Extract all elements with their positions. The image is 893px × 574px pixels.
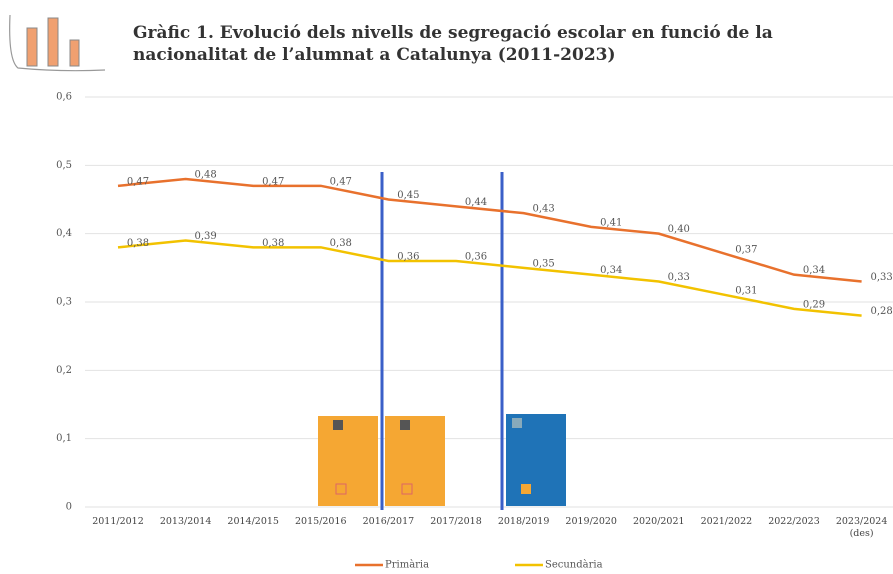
data-label: 0,41 (600, 217, 622, 228)
x-tick-label: 2019/2020 (565, 516, 617, 527)
report-covers (318, 414, 566, 506)
chart-title: Gràfic 1. Evolució dels nivells de segre… (133, 23, 773, 65)
data-label: 0,44 (465, 197, 487, 208)
data-label: 0,47 (127, 176, 149, 187)
x-tick-label: 2014/2015 (227, 516, 279, 527)
x-tick-label: 2016/2017 (362, 516, 415, 527)
data-label: 0,43 (532, 204, 554, 215)
data-label: 0,45 (397, 190, 419, 201)
data-label: 0,40 (668, 224, 690, 235)
data-label: 0,37 (735, 245, 757, 256)
series-line (117, 177, 862, 283)
series-line (117, 239, 862, 317)
y-tick-label: 0,3 (56, 297, 72, 308)
data-label: 0,39 (194, 231, 216, 242)
x-tick-label: 2023/2024 (des) (835, 516, 888, 539)
data-label: 0,34 (803, 265, 825, 276)
legend-label: Primària (385, 560, 429, 571)
x-tick-label: 2022/2023 (768, 516, 820, 527)
x-tick-label: 2020/2021 (633, 516, 685, 527)
x-tick-label: 2011/2012 (92, 516, 144, 527)
data-label: 0,38 (262, 238, 284, 249)
y-tick-label: 0,2 (56, 365, 72, 376)
x-tick-label: 2018/2019 (497, 516, 550, 527)
data-label: 0,31 (735, 286, 757, 297)
logo-icon (9, 14, 106, 72)
y-tick-label: 0,5 (56, 160, 72, 171)
x-tick-label: 2021/2022 (700, 516, 753, 527)
x-tick-label: 2017/2018 (430, 516, 482, 527)
data-label: 0,38 (330, 238, 352, 249)
y-tick-label: 0,1 (56, 433, 72, 444)
data-label: 0,35 (532, 258, 554, 269)
data-label: 0,48 (194, 170, 216, 181)
data-label: 0,34 (600, 265, 622, 276)
data-label: 0,33 (668, 272, 690, 283)
x-tick-label: 2015/2016 (295, 516, 347, 527)
legend-label: Secundària (545, 560, 603, 571)
y-tick-label: 0 (66, 502, 72, 513)
data-label: 0,47 (262, 176, 284, 187)
data-label: 0,38 (127, 238, 149, 249)
data-label: 0,28 (870, 306, 892, 317)
data-label: 0,47 (330, 176, 352, 187)
x-tick-label: 2013/2014 (159, 516, 212, 527)
data-label: 0,33 (870, 272, 892, 283)
data-label: 0,36 (397, 252, 419, 263)
y-tick-label: 0,6 (56, 92, 72, 103)
data-label: 0,36 (465, 252, 487, 263)
y-tick-label: 0,4 (56, 228, 72, 239)
data-label: 0,29 (803, 299, 825, 310)
